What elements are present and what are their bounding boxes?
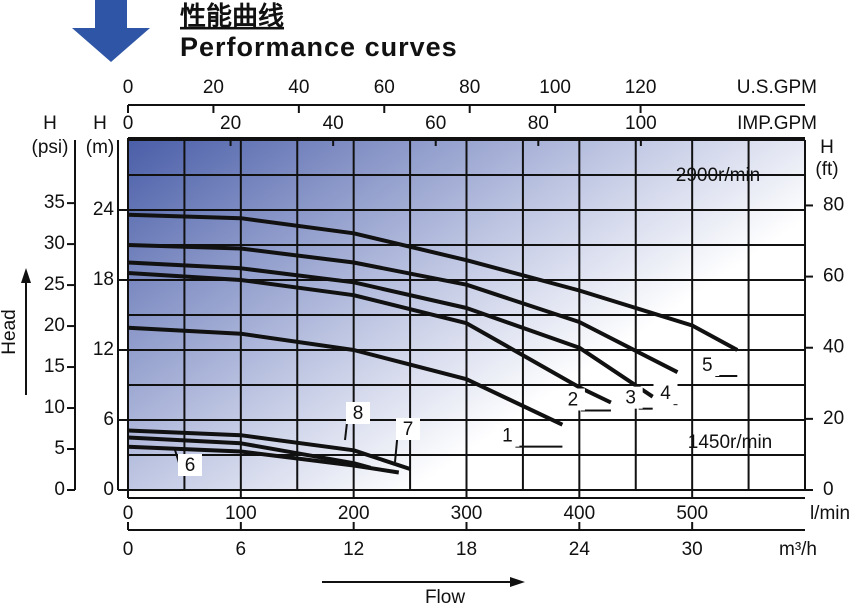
curve-label-box bbox=[560, 388, 585, 411]
axis-tick-label: 60 bbox=[374, 77, 395, 98]
axis-tick-label: 80 bbox=[459, 77, 480, 98]
curve-label-box bbox=[618, 386, 643, 409]
axis-tick-label: 35 bbox=[44, 192, 65, 213]
axis-tick-label: 0 bbox=[54, 479, 65, 500]
axis-tick-label: 0 bbox=[823, 479, 834, 500]
curve bbox=[127, 444, 400, 475]
curve-label: 1 bbox=[502, 426, 513, 447]
axis-tick-label: 25 bbox=[44, 274, 65, 295]
curve bbox=[127, 428, 411, 471]
axis-name: U.S.GPM bbox=[737, 77, 817, 98]
curve-label: 3 bbox=[625, 388, 636, 409]
axis-tick-label: 30 bbox=[682, 539, 703, 560]
axis-name: H bbox=[820, 137, 834, 158]
x-axis-label: l/min bbox=[810, 503, 850, 524]
axis-tick-label: 20 bbox=[220, 113, 241, 134]
curve bbox=[127, 435, 372, 470]
axis-tick-label: 40 bbox=[288, 77, 309, 98]
axis-tick-label: 80 bbox=[823, 194, 844, 215]
axis-tick-label: 15 bbox=[44, 356, 65, 377]
axis-tick-label: 100 bbox=[539, 77, 571, 98]
axis-name: (psi) bbox=[32, 137, 69, 158]
axis-tick-label: 100 bbox=[625, 113, 657, 134]
curve bbox=[127, 212, 739, 352]
curve-label-box bbox=[653, 382, 678, 405]
y-tick-label: 12 bbox=[93, 339, 114, 360]
axis-tick-label: 12 bbox=[343, 539, 364, 560]
axis-tick-label: 0 bbox=[123, 113, 134, 134]
axis-tick-label: 60 bbox=[823, 266, 844, 287]
axis-tick-label: 18 bbox=[456, 539, 477, 560]
flow-label: Flow bbox=[425, 587, 465, 608]
axis-tick-label: 20 bbox=[203, 77, 224, 98]
x-tick-label: 400 bbox=[563, 503, 595, 524]
curve-label: 7 bbox=[403, 419, 414, 440]
y-tick-label: 24 bbox=[93, 199, 115, 220]
axis-name: (ft) bbox=[815, 159, 838, 180]
flow-arrow-head bbox=[510, 577, 525, 587]
x-tick-label: 500 bbox=[676, 503, 708, 524]
x-tick-label: 200 bbox=[338, 503, 370, 524]
y-axis-label: (m) bbox=[86, 137, 114, 158]
x-tick-label: 0 bbox=[123, 503, 134, 524]
axis-tick-label: 40 bbox=[823, 337, 844, 358]
axis-tick-label: 10 bbox=[44, 397, 65, 418]
curve-label: 5 bbox=[702, 355, 713, 376]
chart-title: 性能曲线 bbox=[180, 1, 284, 31]
curve-label: 2 bbox=[568, 390, 579, 411]
curve bbox=[127, 243, 679, 374]
x-tick-label: 100 bbox=[225, 503, 257, 524]
axis-tick-label: 6 bbox=[236, 539, 247, 560]
chart-subtitle: Performance curves bbox=[180, 32, 458, 62]
curve-label: 8 bbox=[353, 403, 364, 424]
curve bbox=[127, 325, 564, 427]
axis-tick-label: 40 bbox=[323, 113, 344, 134]
axis-tick-label: 120 bbox=[625, 77, 657, 98]
curve-label-box bbox=[178, 454, 202, 476]
axis-tick-label: 30 bbox=[44, 233, 65, 254]
axis-tick-label: 20 bbox=[823, 408, 844, 429]
curve bbox=[127, 260, 654, 399]
axis-tick-label: 0 bbox=[123, 77, 134, 98]
annotation: 2900r/min bbox=[676, 165, 761, 186]
y-tick-label: 18 bbox=[93, 269, 114, 290]
arrow-icon bbox=[72, 0, 150, 62]
axis-tick-label: 0 bbox=[123, 539, 134, 560]
axis-name: IMP.GPM bbox=[737, 113, 817, 134]
head-arrow-head bbox=[21, 268, 31, 283]
y-axis-label: H bbox=[93, 113, 107, 134]
y-tick-label: 6 bbox=[103, 409, 114, 430]
head-label: Head bbox=[0, 309, 20, 354]
curve-label-box bbox=[346, 402, 370, 424]
axis-tick-label: 60 bbox=[425, 113, 446, 134]
curve-label-box bbox=[695, 354, 720, 376]
axis-tick-label: 20 bbox=[44, 315, 65, 336]
axis-name: H bbox=[43, 113, 57, 134]
axis-tick-label: 80 bbox=[528, 113, 549, 134]
y-tick-label: 0 bbox=[103, 479, 114, 500]
curve-label-box bbox=[396, 418, 420, 440]
curve-label: 4 bbox=[660, 383, 671, 404]
axis-tick-label: 24 bbox=[569, 539, 591, 560]
axis-name: m³/h bbox=[779, 539, 817, 560]
x-tick-label: 300 bbox=[451, 503, 483, 524]
annotation: 1450r/min bbox=[688, 432, 773, 453]
axis-tick-label: 5 bbox=[54, 438, 65, 459]
curve-label: 6 bbox=[185, 455, 196, 476]
curve-label-box bbox=[495, 424, 520, 447]
